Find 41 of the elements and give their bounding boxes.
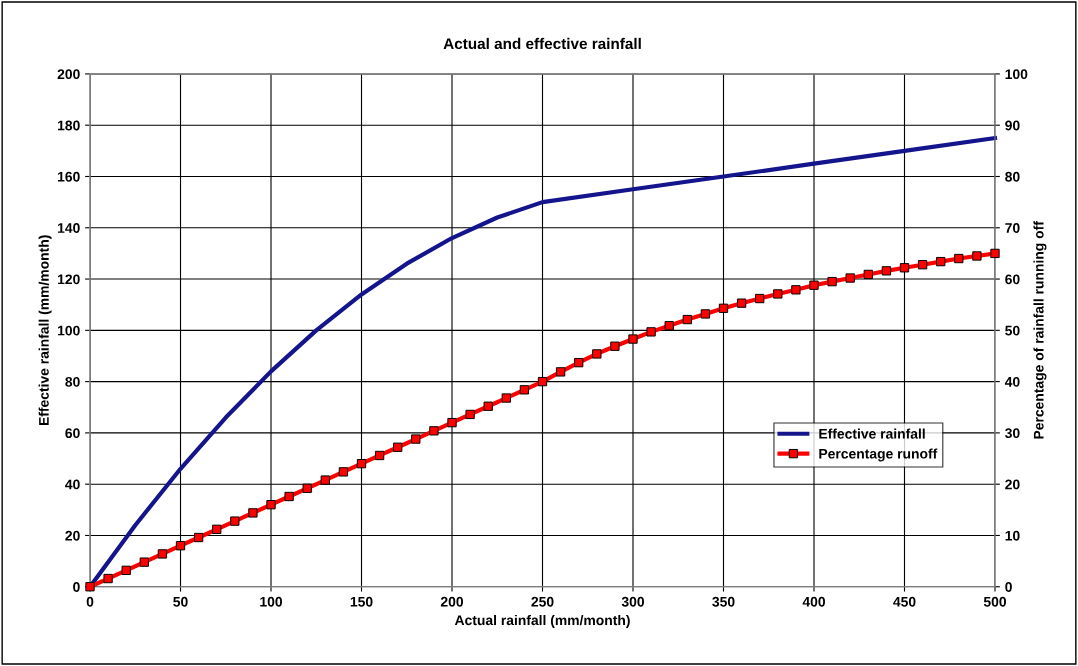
y-tick-label: 60 — [65, 428, 80, 439]
y2-tick-label: 50 — [1005, 325, 1020, 336]
y-tick-label: 0 — [73, 582, 80, 592]
y2-tick-label: 100 — [1005, 69, 1028, 80]
y-tick-label: 160 — [57, 171, 80, 182]
chart-title: Actual and effective rainfall — [443, 37, 641, 50]
y2-tick-label: 20 — [1005, 479, 1020, 490]
x-axis-title: Actual rainfall (mm/month) — [454, 614, 630, 628]
x-tick-label: 50 — [173, 596, 188, 607]
point — [537, 376, 548, 387]
y2-tick-label: 10 — [1005, 530, 1020, 541]
y-tick-label: 80 — [65, 376, 80, 387]
y-tick-label: 180 — [57, 120, 80, 131]
y2-axis-title: Percentage of rainfall running off — [1033, 221, 1047, 439]
y2-tick-label: 90 — [1005, 120, 1020, 131]
y-axis-title: Effective rainfall (mm/month) — [38, 235, 52, 426]
x-tick-label: 0 — [86, 596, 94, 607]
x-tick-label: 400 — [802, 596, 826, 607]
legend-label: Percentage runoff — [819, 448, 938, 462]
y-tick-label: 40 — [65, 479, 80, 490]
y-tick-label: 140 — [57, 223, 80, 233]
y-tick-label: 200 — [57, 69, 80, 80]
y2-tick-label: 60 — [1005, 274, 1020, 285]
legend-label: Effective rainfall — [819, 428, 925, 439]
y2-tick-label: 0 — [1005, 582, 1012, 592]
y2-tick-label: 80 — [1005, 171, 1020, 182]
y2-tick-label: 70 — [1005, 223, 1020, 233]
x-tick-label: 450 — [893, 596, 916, 607]
y-tick-label: 120 — [57, 274, 80, 285]
x-tick-label: 500 — [983, 596, 1007, 607]
x-tick-label: 100 — [260, 596, 283, 607]
point — [193, 532, 204, 543]
x-tick-label: 300 — [621, 596, 645, 607]
x-tick-label: 150 — [350, 596, 373, 607]
x-tick-label: 350 — [712, 596, 735, 607]
y-tick-label: 20 — [65, 530, 80, 541]
x-tick-label: 200 — [440, 596, 464, 607]
y-tick-label: 100 — [57, 325, 80, 336]
x-tick-label: 250 — [531, 596, 554, 607]
y2-tick-label: 40 — [1004, 376, 1020, 387]
y2-tick-label: 30 — [1005, 428, 1020, 439]
